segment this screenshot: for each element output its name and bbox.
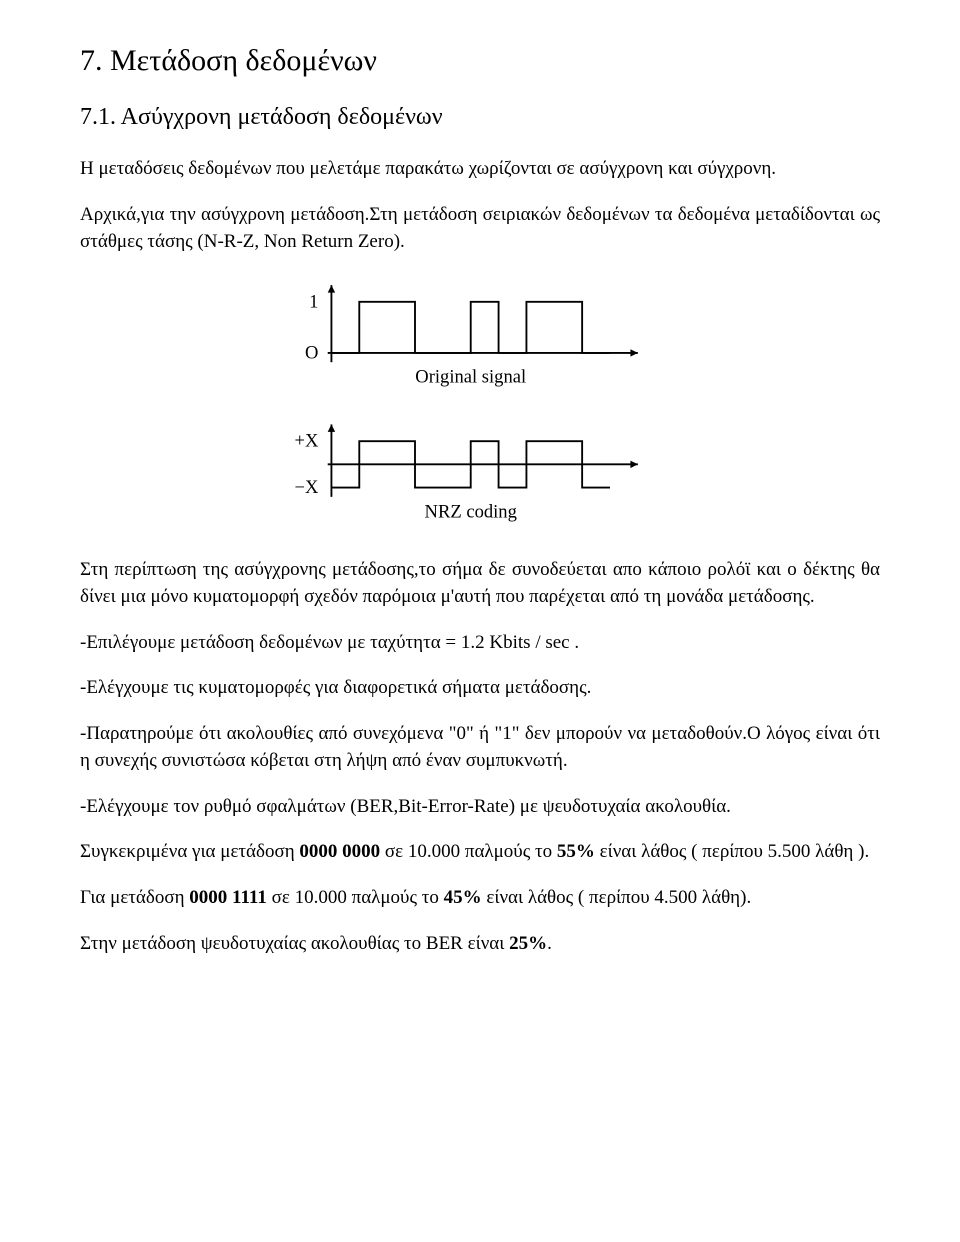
svg-text:+X: +X bbox=[295, 430, 319, 451]
result-1-mid: σε 10.000 παλμούς το bbox=[380, 841, 557, 862]
signal-diagram-svg: 1 O Original signal +X −X NRZ coding bbox=[260, 274, 700, 534]
result-1: Συγκεκριμένα για μετάδοση 0000 0000 σε 1… bbox=[80, 838, 880, 866]
svg-text:Original signal: Original signal bbox=[415, 366, 526, 387]
bullet-1: -Επιλέγουμε μετάδοση δεδομένων με ταχύτη… bbox=[80, 629, 880, 657]
result-3-pre: Στην μετάδοση ψευδοτυχαίας ακολουθίας το… bbox=[80, 933, 509, 954]
result-2-post: είναι λάθος ( περίπου 4.500 λάθη). bbox=[482, 887, 752, 908]
after-diagram-paragraph: Στη περίπτωση της ασύγχρονης μετάδοσης,τ… bbox=[80, 556, 880, 611]
svg-text:1: 1 bbox=[309, 291, 318, 312]
subsection-heading: 7.1. Ασύγχρονη μετάδοση δεδομένων bbox=[80, 104, 880, 131]
result-2-bold-b: 45% bbox=[444, 887, 482, 908]
result-2-pre: Για μετάδοση bbox=[80, 887, 189, 908]
bullet-3: -Παρατηρούμε ότι ακολουθίες από συνεχόμε… bbox=[80, 720, 880, 775]
result-1-bold-b: 55% bbox=[557, 841, 595, 862]
result-3: Στην μετάδοση ψευδοτυχαίας ακολουθίας το… bbox=[80, 930, 880, 958]
svg-text:−X: −X bbox=[295, 477, 319, 498]
svg-text:O: O bbox=[305, 342, 318, 363]
result-1-post: είναι λάθος ( περίπου 5.500 λάθη ). bbox=[595, 841, 869, 862]
result-2-bold-a: 0000 1111 bbox=[189, 887, 267, 908]
svg-text:NRZ coding: NRZ coding bbox=[425, 501, 517, 522]
result-1-bold-a: 0000 0000 bbox=[299, 841, 380, 862]
intro-paragraph-2: Αρχικά,για την ασύγχρονη μετάδοση.Στη με… bbox=[80, 201, 880, 256]
result-2: Για μετάδοση 0000 1111 σε 10.000 παλμούς… bbox=[80, 884, 880, 912]
section-heading: 7. Μετάδοση δεδομένων bbox=[80, 44, 880, 78]
bullet-2: -Ελέγχουμε τις κυματομορφές για διαφορετ… bbox=[80, 674, 880, 702]
result-3-post: . bbox=[547, 933, 552, 954]
result-3-bold: 25% bbox=[509, 933, 547, 954]
result-2-mid: σε 10.000 παλμούς το bbox=[267, 887, 444, 908]
intro-paragraph-1: Η μεταδόσεις δεδομένων που μελετάμε παρα… bbox=[80, 155, 880, 183]
bullet-4: -Ελέγχουμε τον ρυθμό σφαλμάτων (BER,Bit-… bbox=[80, 793, 880, 821]
signal-diagram: 1 O Original signal +X −X NRZ coding bbox=[80, 274, 880, 534]
result-1-pre: Συγκεκριμένα για μετάδοση bbox=[80, 841, 299, 862]
